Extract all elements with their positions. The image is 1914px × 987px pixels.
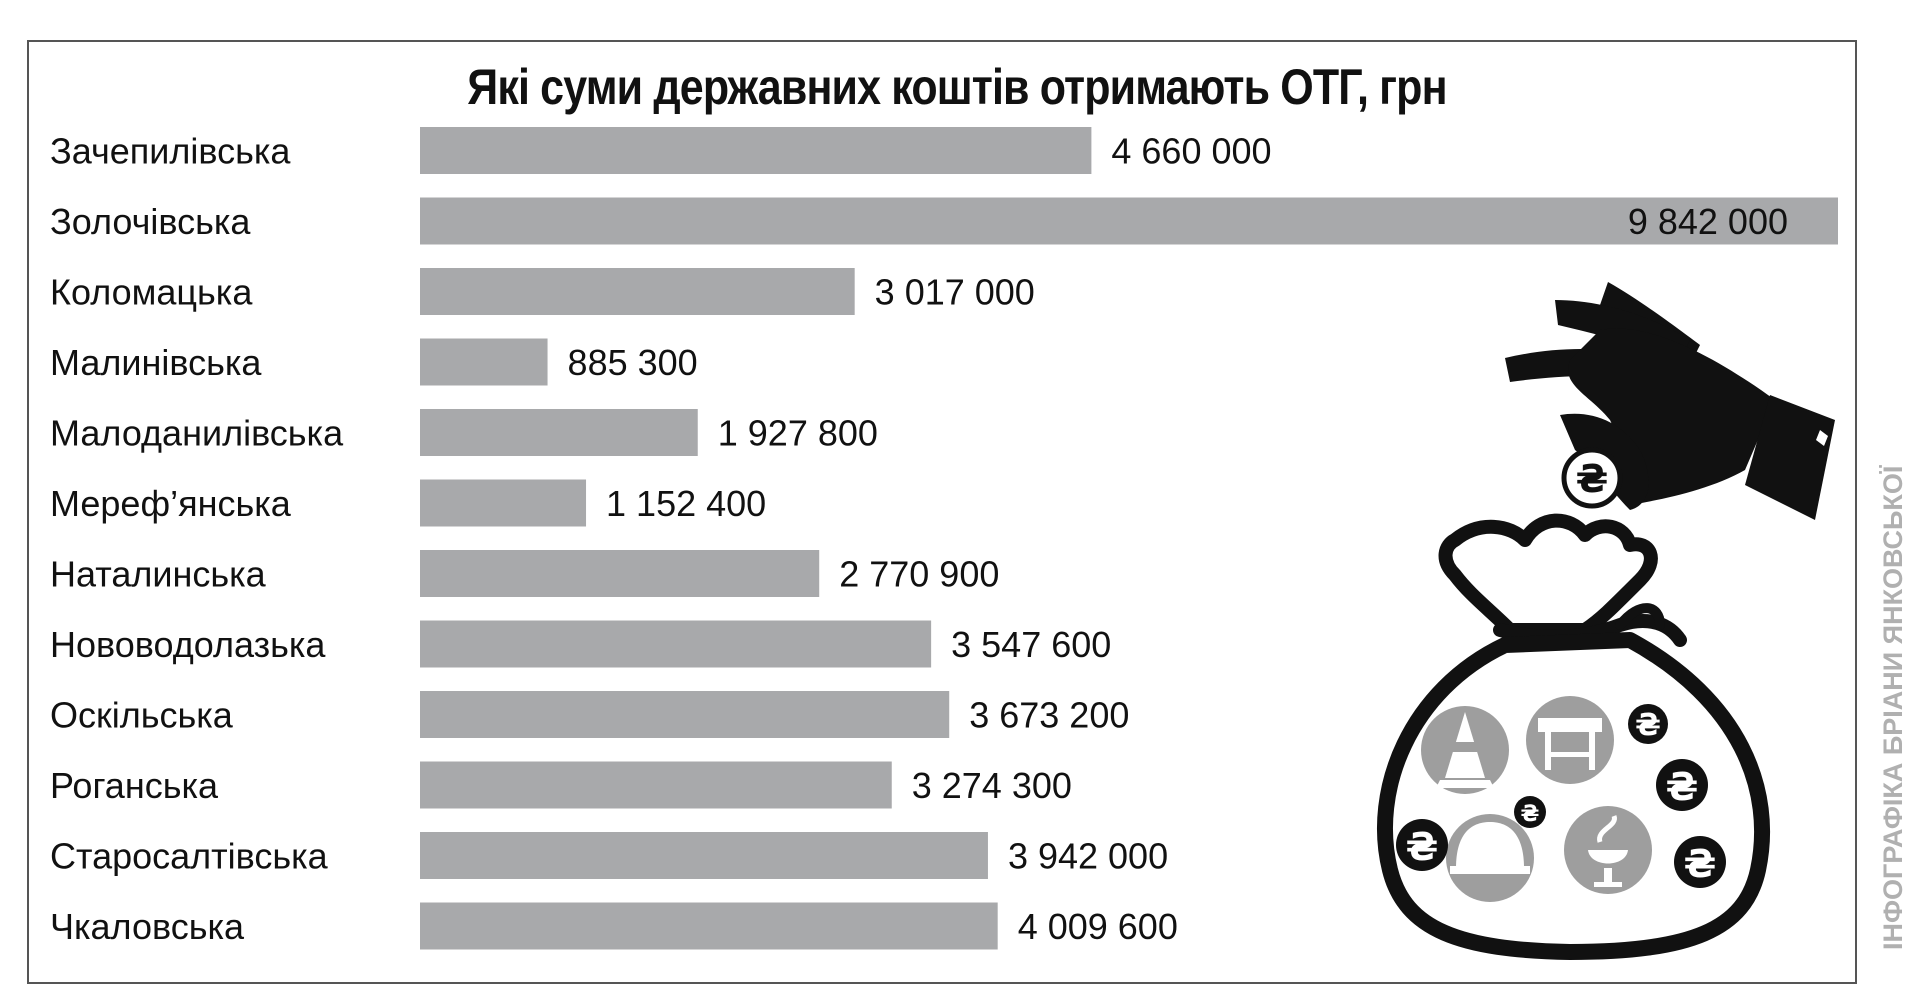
value-label: 3 673 200 [969,695,1129,736]
bar [420,197,1838,245]
value-label: 2 770 900 [839,554,999,595]
svg-text:₴: ₴ [1684,842,1717,886]
value-label: 3 547 600 [951,624,1111,665]
value-label: 3 017 000 [875,272,1035,313]
svg-text:₴: ₴ [1521,802,1540,827]
category-label: Зачепилівська [50,131,291,172]
bar [420,479,587,527]
svg-text:₴: ₴ [1635,708,1661,743]
bar [420,761,892,809]
value-label: 1 927 800 [718,413,878,454]
category-label: Чкаловська [50,906,245,947]
bar [420,832,988,879]
value-label: 4 009 600 [1018,906,1178,947]
value-label: 9 842 000 [1628,201,1788,242]
hard-hat-icon [1446,814,1534,902]
category-label: Старосалтівська [50,836,329,877]
value-label: 885 300 [568,342,698,383]
infographic-credit: ІНФОГРАФІКА БРІАНИ ЯНКОВСЬКОЇ [1878,465,1908,950]
value-label: 1 152 400 [606,483,766,524]
bar [420,127,1092,174]
svg-text:₴: ₴ [1666,765,1699,809]
bar [420,620,932,668]
category-label: Золочівська [50,201,251,242]
chart-title: Які суми державних коштів отримають ОТГ,… [467,59,1447,115]
category-label: Оскільська [50,695,234,736]
value-label: 3 274 300 [912,765,1072,806]
category-label: Малинівська [50,342,262,383]
bar [420,268,855,315]
category-label: Наталинська [50,554,267,595]
road-barrier-icon [1526,696,1614,784]
value-label: 4 660 000 [1111,131,1271,172]
bar [420,338,548,386]
medical-snake-bowl-icon [1564,806,1652,894]
category-label: Коломацька [50,272,253,313]
value-label: 3 942 000 [1008,836,1168,877]
hryvnia-coin-icon: ₴ ₴ ₴ ₴ ₴ [1396,704,1726,888]
category-label: Мереф’янська [50,483,292,524]
hand-dropping-coin-icon: ₴ [1505,282,1835,520]
traffic-cone-icon [1421,706,1509,794]
category-label: Нововодолазька [50,624,326,665]
bar [420,550,820,597]
bar [420,409,698,456]
bar [420,691,950,738]
category-label: Малоданилівська [50,413,344,454]
svg-text:₴: ₴ [1576,457,1609,501]
svg-text:₴: ₴ [1406,825,1439,869]
bar [420,902,998,950]
category-label: Роганська [50,765,219,806]
